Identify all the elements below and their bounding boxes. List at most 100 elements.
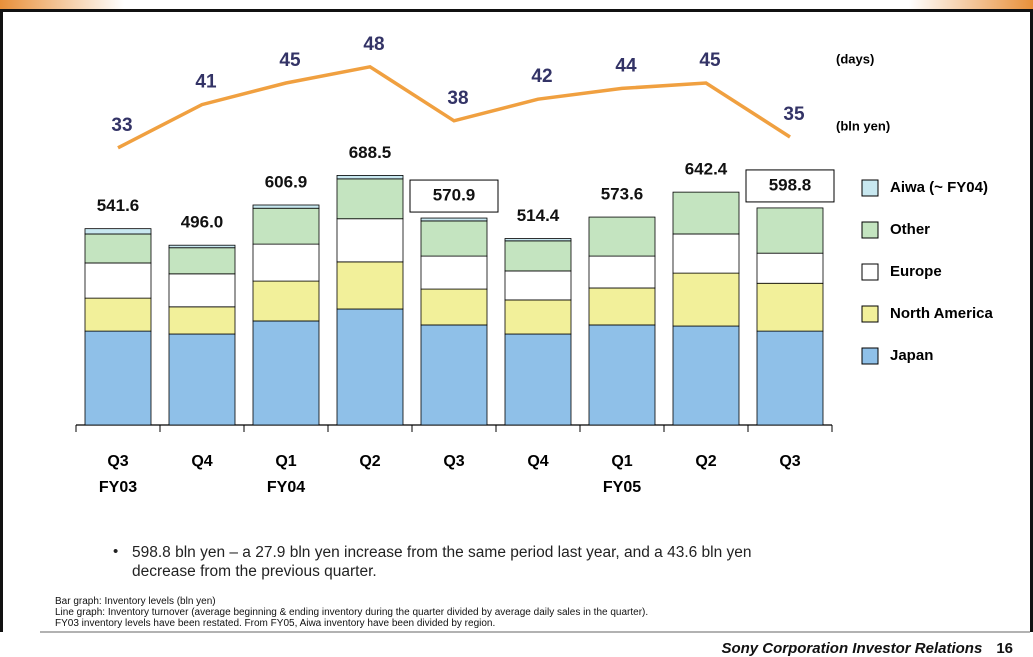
bar-segment: [336, 178, 404, 220]
bar-segment: [672, 233, 740, 274]
frame-left: [0, 9, 3, 632]
bar-segment: [336, 218, 404, 263]
bar-segment: [588, 216, 656, 257]
total-label: 606.9: [265, 172, 308, 191]
bar-segment: [756, 330, 824, 426]
line-value-label: 48: [363, 34, 384, 55]
bar-segment: [168, 247, 236, 275]
x-tick-label: Q3: [107, 453, 128, 470]
footer-text: Sony Corporation Investor Relations: [721, 640, 983, 657]
legend-label: Japan: [890, 347, 933, 364]
header-rule: [0, 9, 1033, 12]
bar-segment: [588, 255, 656, 289]
legend-swatch: [861, 305, 879, 323]
bullet-dot: •: [113, 543, 119, 560]
bar-segment: [252, 320, 320, 426]
x-tick-label: Q2: [695, 453, 716, 470]
line-value-label: 33: [111, 115, 132, 136]
note: Bar graph: Inventory levels (bln yen): [55, 596, 216, 607]
legend-label: North America: [890, 305, 993, 322]
bar-segment: [756, 252, 824, 284]
total-label: 598.8: [769, 175, 812, 194]
x-tick-label: Q4: [191, 453, 212, 470]
bar-segment: [420, 217, 488, 222]
bar-segment: [504, 270, 572, 301]
legend-swatch: [861, 347, 879, 365]
bar-segment: [672, 272, 740, 327]
total-label: 496.0: [181, 213, 224, 232]
bar-segment: [588, 324, 656, 426]
header-band: [0, 0, 1033, 9]
line-series: [117, 64, 791, 150]
line-value-label: 42: [531, 66, 552, 87]
bar-segment: [252, 207, 320, 245]
note: FY03 inventory levels have been restated…: [55, 618, 496, 629]
bar-segment: [420, 255, 488, 290]
line-value-label: 38: [447, 88, 468, 109]
x-tick-label: Q3: [779, 453, 800, 470]
line-value-label: 44: [615, 55, 637, 76]
legend-swatch: [861, 221, 879, 239]
bar-segment: [420, 220, 488, 257]
total-box: [409, 179, 499, 213]
bar-segment: [756, 282, 824, 332]
bar-segment: [504, 238, 572, 242]
bar-segment: [504, 240, 572, 272]
bar-segment: [168, 244, 236, 249]
line-value-label: 45: [699, 50, 721, 71]
line-value-label: 45: [279, 50, 301, 71]
bar-segment: [168, 333, 236, 426]
legend-label: Other: [890, 221, 930, 238]
bar-segment: [84, 262, 152, 299]
line-value-label: 35: [783, 104, 805, 125]
bullet-text: 598.8 bln yen – a 27.9 bln yen increase …: [132, 544, 752, 580]
legend-swatch: [861, 179, 879, 197]
note: Line graph: Inventory turnover (average …: [55, 607, 649, 618]
bar-segment: [420, 288, 488, 326]
y-unit: (bln yen): [836, 118, 890, 133]
bar-segment: [252, 204, 320, 209]
bar-segment: [420, 324, 488, 426]
bar-segment: [756, 207, 824, 254]
total-label: 573.6: [601, 185, 644, 204]
bar-segment: [168, 273, 236, 308]
bar-segment: [84, 330, 152, 426]
x-tick-label: Q1: [611, 453, 632, 470]
bar-segment: [672, 191, 740, 235]
bar-segment: [504, 299, 572, 335]
bar-segment: [336, 261, 404, 310]
total-box: [745, 169, 835, 203]
bar-segment: [252, 280, 320, 322]
bar-segment: [336, 308, 404, 426]
bar-segment: [672, 325, 740, 426]
fiscal-year-label: FY04: [267, 479, 305, 496]
bar-segment: [84, 297, 152, 332]
fiscal-year-label: FY03: [99, 479, 137, 496]
bar-segment: [336, 175, 404, 180]
total-label: 541.6: [97, 196, 140, 215]
legend-label: Europe: [890, 263, 942, 280]
fiscal-year-label: FY05: [603, 479, 641, 496]
footer: Sony Corporation Investor Relations 16: [721, 640, 1013, 657]
bar-segment: [84, 233, 152, 264]
page-number: 16: [996, 640, 1013, 657]
x-tick-label: Q4: [527, 453, 548, 470]
x-tick-label: Q3: [443, 453, 464, 470]
total-label: 570.9: [433, 186, 476, 205]
legend-label: Aiwa (~ FY04): [890, 179, 988, 196]
total-label: 688.5: [349, 143, 392, 162]
bar-segment: [588, 287, 656, 326]
frame-right: [1030, 9, 1033, 632]
bar-segment: [504, 333, 572, 426]
bar-segment: [84, 228, 152, 235]
x-tick-label: Q1: [275, 453, 296, 470]
line-value-label: 41: [195, 72, 217, 93]
total-label: 642.4: [685, 160, 728, 179]
notes: Bar graph: Inventory levels (bln yen) Li…: [55, 596, 648, 629]
total-label: 514.4: [517, 206, 560, 225]
x-tick-label: Q2: [359, 453, 380, 470]
bar-segment: [252, 243, 320, 282]
bar-segment: [168, 306, 236, 335]
